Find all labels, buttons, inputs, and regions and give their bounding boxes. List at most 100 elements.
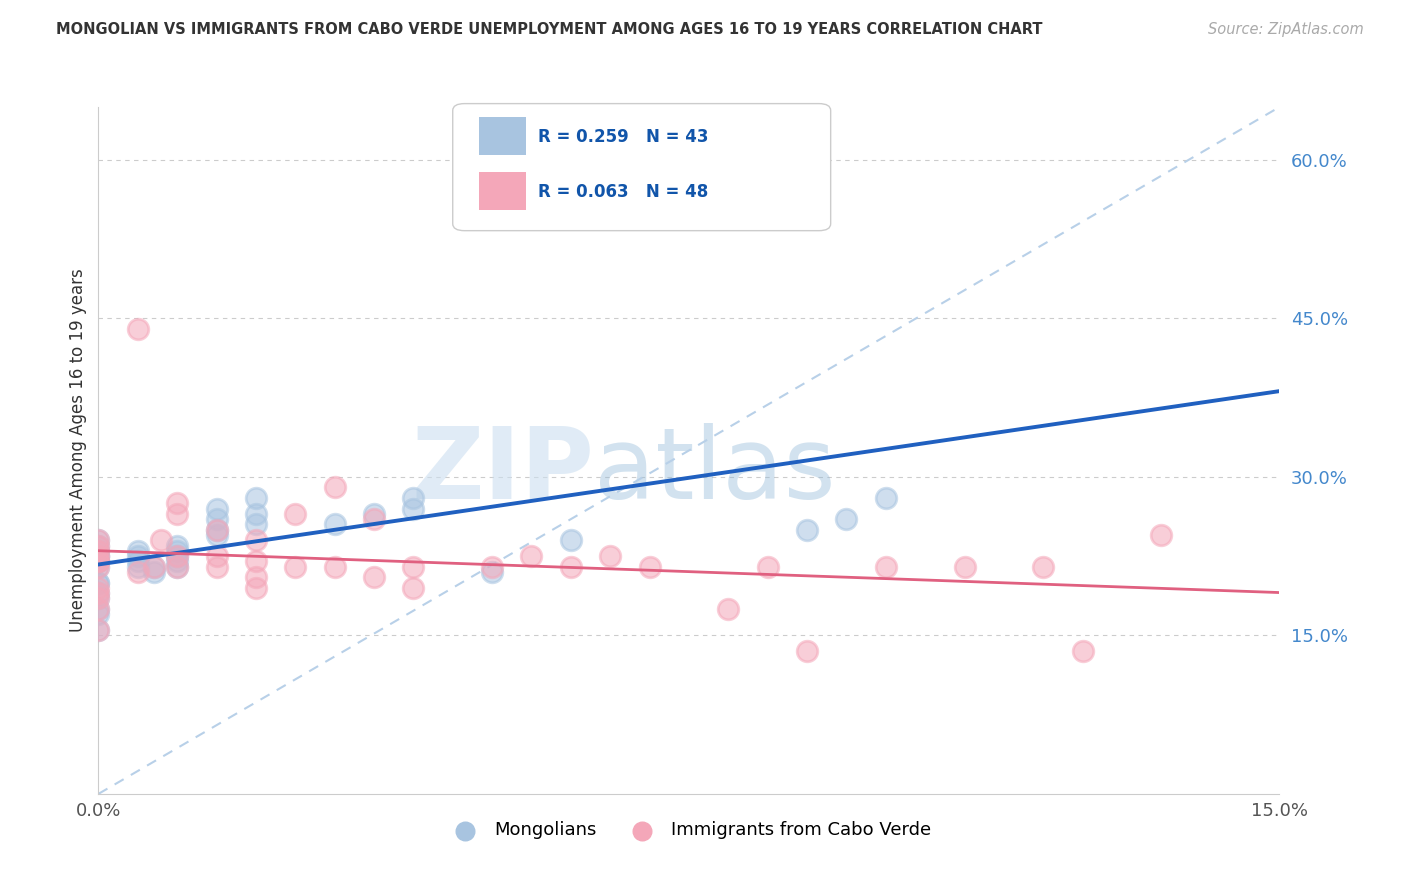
- Point: [560, 559, 582, 574]
- Text: R = 0.259   N = 43: R = 0.259 N = 43: [537, 128, 709, 145]
- Y-axis label: Unemployment Among Ages 16 to 19 years: Unemployment Among Ages 16 to 19 years: [69, 268, 87, 632]
- Point: [87, 559, 110, 574]
- Point: [87, 586, 110, 600]
- Point: [127, 549, 149, 563]
- Point: [166, 549, 188, 563]
- Point: [166, 549, 188, 563]
- Point: [142, 565, 165, 579]
- Point: [245, 570, 267, 584]
- Point: [166, 559, 188, 574]
- Point: [205, 523, 228, 537]
- Point: [87, 607, 110, 622]
- Point: [87, 549, 110, 563]
- FancyBboxPatch shape: [478, 118, 526, 155]
- Point: [166, 554, 188, 568]
- Point: [245, 554, 267, 568]
- Point: [1032, 559, 1054, 574]
- Point: [87, 586, 110, 600]
- Point: [402, 581, 425, 595]
- Text: atlas: atlas: [595, 423, 837, 519]
- Point: [166, 507, 188, 521]
- Point: [284, 507, 307, 521]
- Point: [481, 559, 503, 574]
- Text: ZIP: ZIP: [412, 423, 595, 519]
- Text: Source: ZipAtlas.com: Source: ZipAtlas.com: [1208, 22, 1364, 37]
- Point: [560, 533, 582, 548]
- Point: [87, 602, 110, 616]
- Point: [835, 512, 858, 526]
- Point: [1150, 528, 1173, 542]
- FancyBboxPatch shape: [453, 103, 831, 231]
- Point: [205, 549, 228, 563]
- Point: [87, 549, 110, 563]
- Point: [87, 554, 110, 568]
- Point: [166, 559, 188, 574]
- Point: [284, 559, 307, 574]
- Point: [127, 559, 149, 574]
- Point: [127, 565, 149, 579]
- Point: [87, 602, 110, 616]
- Point: [323, 559, 346, 574]
- Point: [363, 570, 385, 584]
- Point: [87, 575, 110, 590]
- Point: [205, 501, 228, 516]
- Point: [796, 523, 818, 537]
- Point: [323, 480, 346, 494]
- Point: [127, 544, 149, 558]
- Point: [87, 623, 110, 637]
- Point: [87, 554, 110, 568]
- Point: [638, 559, 661, 574]
- Point: [875, 491, 897, 505]
- Point: [166, 544, 188, 558]
- Point: [166, 539, 188, 553]
- Point: [245, 491, 267, 505]
- Point: [87, 539, 110, 553]
- Point: [245, 517, 267, 532]
- Point: [87, 539, 110, 553]
- Point: [875, 559, 897, 574]
- Point: [245, 533, 267, 548]
- Point: [87, 559, 110, 574]
- Point: [402, 501, 425, 516]
- FancyBboxPatch shape: [478, 172, 526, 211]
- Point: [87, 549, 110, 563]
- Point: [756, 559, 779, 574]
- Point: [323, 517, 346, 532]
- Point: [87, 544, 110, 558]
- Point: [87, 581, 110, 595]
- Point: [205, 559, 228, 574]
- Point: [87, 533, 110, 548]
- Point: [245, 507, 267, 521]
- Point: [599, 195, 621, 210]
- Text: MONGOLIAN VS IMMIGRANTS FROM CABO VERDE UNEMPLOYMENT AMONG AGES 16 TO 19 YEARS C: MONGOLIAN VS IMMIGRANTS FROM CABO VERDE …: [56, 22, 1043, 37]
- Point: [520, 549, 543, 563]
- Legend: Mongolians, Immigrants from Cabo Verde: Mongolians, Immigrants from Cabo Verde: [440, 814, 938, 847]
- Text: R = 0.063   N = 48: R = 0.063 N = 48: [537, 183, 709, 201]
- Point: [127, 554, 149, 568]
- Point: [205, 523, 228, 537]
- Point: [87, 623, 110, 637]
- Point: [402, 491, 425, 505]
- Point: [87, 544, 110, 558]
- Point: [87, 554, 110, 568]
- Point: [142, 559, 165, 574]
- Point: [717, 602, 740, 616]
- Point: [205, 512, 228, 526]
- Point: [1071, 644, 1094, 658]
- Point: [87, 554, 110, 568]
- Point: [953, 559, 976, 574]
- Point: [481, 565, 503, 579]
- Point: [245, 581, 267, 595]
- Point: [87, 533, 110, 548]
- Point: [402, 559, 425, 574]
- Point: [205, 528, 228, 542]
- Point: [150, 533, 173, 548]
- Point: [87, 591, 110, 606]
- Point: [363, 512, 385, 526]
- Point: [142, 559, 165, 574]
- Point: [363, 507, 385, 521]
- Point: [87, 575, 110, 590]
- Point: [87, 591, 110, 606]
- Point: [127, 322, 149, 336]
- Point: [599, 549, 621, 563]
